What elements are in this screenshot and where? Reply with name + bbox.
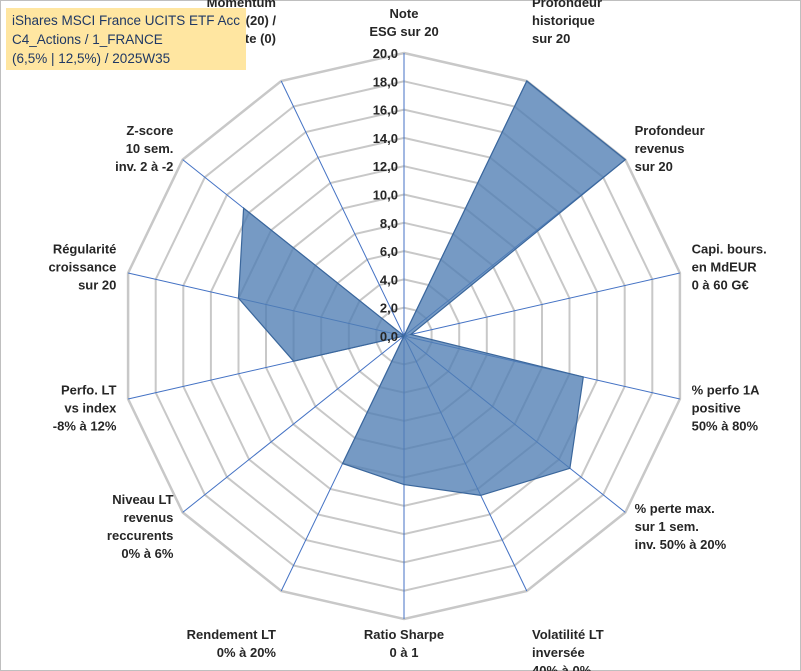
tick-label-layer: 0,0 2,0 4,0 6,0 8,0 10,0 12,0 14,0 16,0 18,0 20,0 (373, 46, 398, 344)
axis-label-line: sur 1 sem. (635, 519, 699, 534)
axis-label: Niveau LT revenus reccurents 0% à 6% (107, 492, 174, 561)
tick-label: 10,0 (373, 188, 398, 203)
axis-label-line: Rendement LT (187, 627, 276, 642)
tick-label: 8,0 (380, 216, 398, 231)
tick-label: 0,0 (380, 329, 398, 344)
axis-label-line: en MdEUR (692, 259, 758, 274)
chart-title-line-3: (6,5% | 12,5%) / 2025W35 (12, 51, 171, 66)
tick-label: 16,0 (373, 103, 398, 118)
axis-label-line: sur 20 (532, 31, 570, 46)
axis-label-line: Capi. bours. (692, 241, 767, 256)
axis-label-line: Z-score (126, 123, 173, 138)
axis-label-line: sur 20 (635, 159, 673, 174)
axis-label-line: revenus (635, 141, 685, 156)
axis-label-line: Volatilité LT (532, 627, 604, 642)
axis-label: Note ESG sur 20 (369, 6, 438, 39)
chart-title-box: iShares MSCI France UCITS ETF Acc C4_Act… (6, 8, 246, 70)
axis-label-line: Profondeur (635, 123, 705, 138)
axis-label-line: % perte max. (635, 501, 715, 516)
axis-spoke (280, 80, 405, 337)
chart-title-line-1: iShares MSCI France UCITS ETF Acc (12, 13, 241, 28)
tick-label: 2,0 (380, 301, 398, 316)
axis-label: % perfo 1A positive 50% à 80% (692, 383, 761, 434)
axis-label: Z-score 10 sem. inv. 2 à -2 (115, 123, 173, 174)
axis-label-line: 0 à 1 (390, 645, 419, 660)
axis-label: Volatilité LT inversée 40% à 0% (532, 627, 604, 671)
axis-label-line: Note (390, 6, 419, 21)
axis-label: Perfo. LT vs index -8% à 12% (53, 383, 117, 434)
tick-label: 20,0 (373, 46, 398, 61)
axis-label-line: Ratio Sharpe (364, 627, 444, 642)
axis-label-line: inv. 50% à 20% (635, 537, 727, 552)
axis-label-line: 0% à 6% (121, 546, 173, 561)
axis-label-line: sur 20 (78, 277, 116, 292)
axis-label-line: Régularité (53, 241, 117, 256)
axis-label-line: vs index (64, 401, 117, 416)
tick-label: 6,0 (380, 244, 398, 259)
axis-label-line: 40% à 0% (532, 663, 592, 671)
axis-label-layer: Note ESG sur 20 Profondeur historique sur 20… (48, 0, 766, 671)
axis-label: % perte max. sur 1 sem. inv. 50% à 20% (635, 501, 727, 552)
series-area (237, 80, 627, 497)
tick-label: 14,0 (373, 131, 398, 146)
chart-title-line-2: C4_Actions / 1_FRANCE (12, 32, 163, 47)
axis-label-line: Niveau LT (112, 492, 173, 507)
series-layer (237, 80, 627, 497)
axis-label-line: ESG sur 20 (369, 24, 438, 39)
axis-label-line: reccurents (107, 528, 173, 543)
axis-spoke (182, 335, 405, 513)
axis-label-line: 0 à 60 G€ (692, 277, 749, 292)
axis-label-line: Momentum (207, 0, 276, 10)
axis-label-line: 10 sem. (126, 141, 174, 156)
axis-label-line: -8% à 12% (53, 419, 117, 434)
axis-label: Capi. bours. en MdEUR 0 à 60 G€ (692, 241, 767, 292)
tick-label: 18,0 (373, 74, 398, 89)
axis-label-line: Perfo. LT (61, 383, 116, 398)
axis-label: Régularité croissance sur 20 (48, 241, 116, 292)
axis-label-line: 50% à 80% (692, 419, 759, 434)
axis-label-line: positive (692, 401, 741, 416)
axis-label-line: croissance (48, 259, 116, 274)
axis-label-line: % perfo 1A (692, 383, 761, 398)
axis-label-line: 0% à 20% (217, 645, 277, 660)
axis-label: Profondeur revenus sur 20 (635, 123, 705, 174)
axis-label: Profondeur historique sur 20 (532, 0, 602, 46)
axis-label-line: historique (532, 13, 595, 28)
axis-label: Rendement LT 0% à 20% (187, 627, 277, 660)
axis-label-line: inv. 2 à -2 (115, 159, 173, 174)
axis-spoke (403, 272, 681, 337)
axis-label-line: Profondeur (532, 0, 602, 10)
axis-label: Ratio Sharpe 0 à 1 (364, 627, 444, 660)
tick-label: 4,0 (380, 272, 398, 287)
axis-label-line: inversée (532, 645, 585, 660)
axis-label-line: revenus (124, 510, 174, 525)
tick-label: 12,0 (373, 159, 398, 174)
